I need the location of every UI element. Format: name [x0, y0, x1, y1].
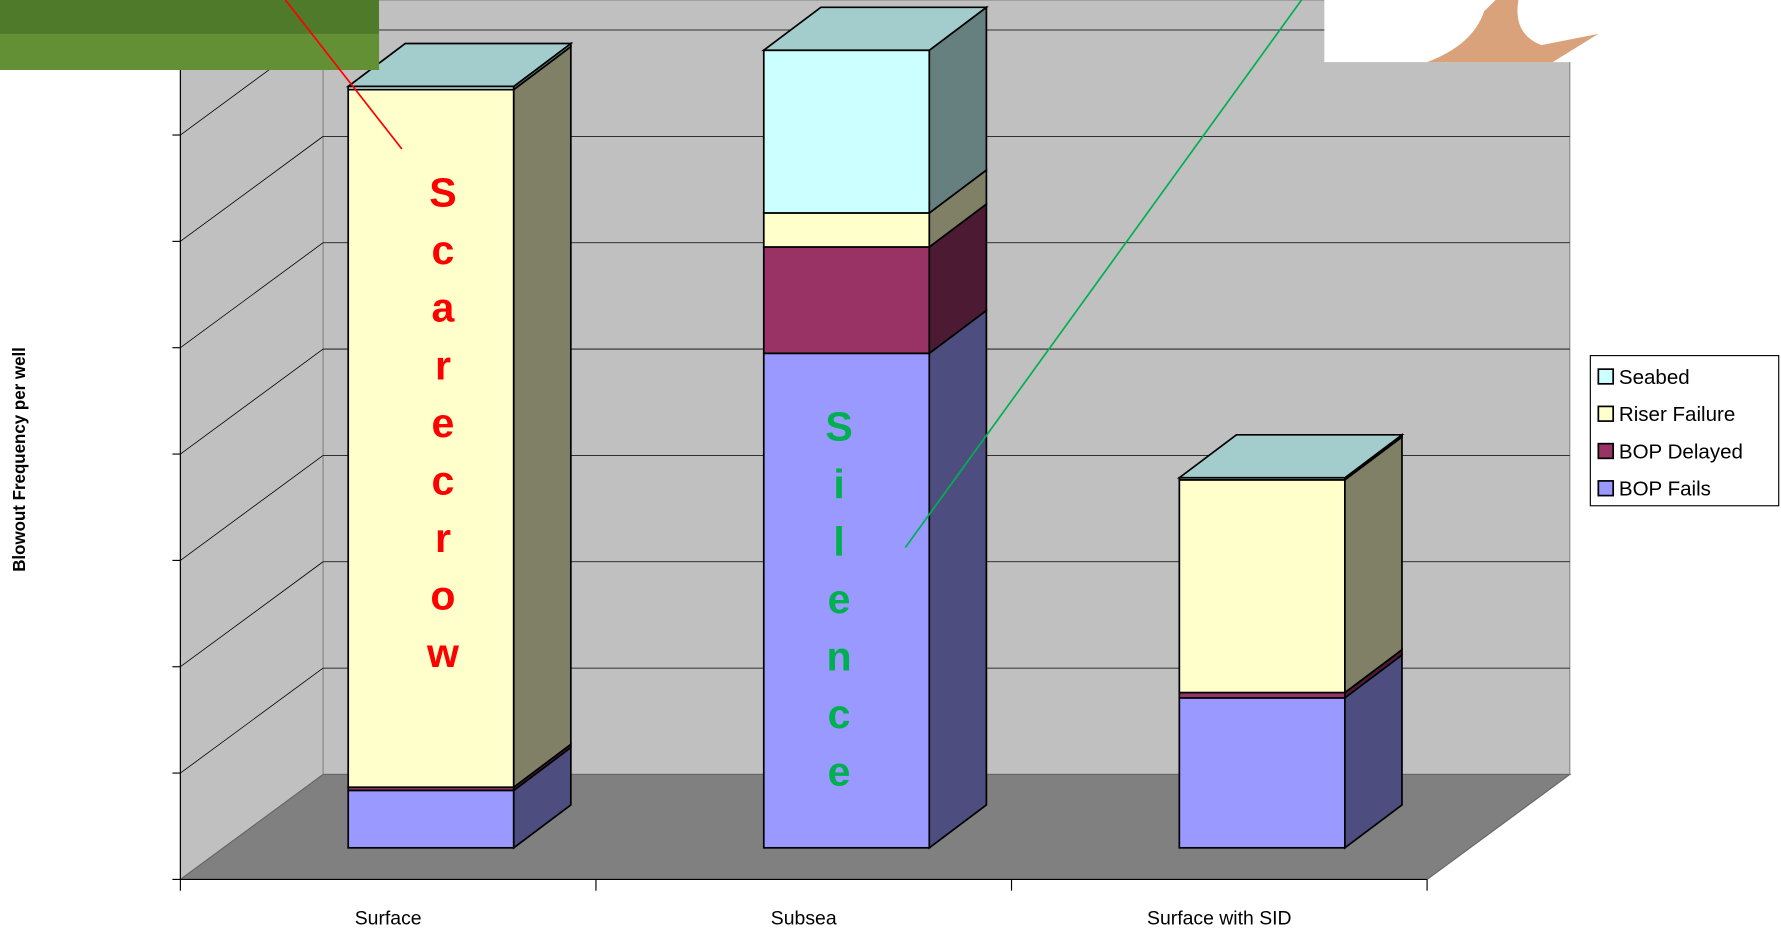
grass-image-detail	[0, 33, 380, 70]
annotation-letter: e	[828, 576, 851, 622]
annotation-letter: l	[833, 519, 844, 565]
legend: BOP Fails BOP Delayed Riser Failure Seabed	[1589, 355, 1780, 507]
annotation-pointer	[904, 0, 1303, 549]
bar-segment	[347, 789, 515, 849]
annotation-letter: r	[435, 515, 451, 561]
annotation-letter: r	[435, 343, 451, 389]
x-tick-label: Surface	[355, 909, 422, 930]
bar-segment	[1178, 697, 1346, 849]
bar-top	[345, 42, 574, 88]
grid-line	[180, 242, 324, 349]
y-axis-title: Blowout Frequency per well	[10, 347, 29, 572]
annotation-letter: e	[432, 400, 455, 446]
annotation-letter: e	[828, 749, 851, 795]
bar-segment	[762, 352, 931, 849]
annotation-letter: S	[825, 403, 852, 449]
bar-side	[1344, 435, 1403, 695]
grid-line	[180, 561, 324, 668]
grid-line	[180, 348, 324, 455]
annotation-letter: c	[432, 458, 455, 504]
legend-label: BOP Delayed	[1619, 441, 1743, 463]
grid-line	[180, 455, 324, 561]
bar-segment	[1178, 479, 1346, 694]
bar-segment	[762, 212, 931, 248]
bar-top	[761, 6, 989, 52]
legend-box	[1589, 355, 1780, 507]
grid-line	[180, 136, 324, 242]
annotation-letter: a	[432, 285, 455, 331]
annotation-letter: S	[429, 170, 456, 216]
legend-label: Seabed	[1619, 367, 1690, 389]
annotation-letter: c	[432, 227, 455, 273]
annotation-letter: w	[426, 630, 459, 676]
grid-line	[180, 667, 324, 774]
annotation-letter: o	[430, 573, 455, 619]
legend-swatch	[1597, 480, 1615, 497]
bar-side	[928, 308, 988, 850]
legend-swatch	[1597, 368, 1615, 385]
annotation-letter: n	[827, 634, 852, 680]
left-wall	[179, 0, 324, 881]
bar-segment	[762, 246, 931, 355]
legend-label: Riser Failure	[1619, 404, 1735, 426]
legend-label: BOP Fails	[1619, 479, 1711, 501]
bar-segment	[347, 88, 515, 789]
bar-segment	[762, 49, 931, 214]
bars	[345, 5, 1405, 850]
x-tick-label: Surface with SID	[1147, 909, 1292, 930]
legend-swatch	[1597, 405, 1615, 422]
x-tick-label: Subsea	[771, 909, 837, 930]
annotation-letter: i	[833, 461, 844, 507]
bar-top	[1176, 433, 1405, 479]
bar-side	[512, 44, 572, 789]
finger-shape	[1427, 0, 1599, 63]
annotation-pointer	[284, 0, 403, 150]
legend-swatch	[1597, 442, 1615, 460]
annotation-letter: c	[828, 691, 851, 737]
